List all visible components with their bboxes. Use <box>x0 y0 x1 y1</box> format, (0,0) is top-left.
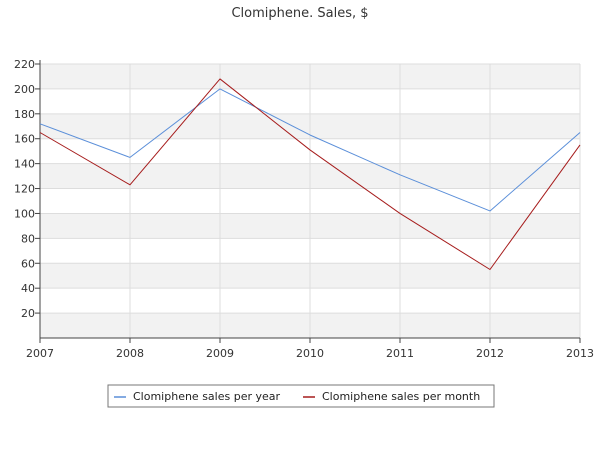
legend-box <box>107 384 495 408</box>
x-axis-ticks: 2007 2008 2009 2010 2011 2012 2013 <box>26 338 594 360</box>
x-tick-label: 2012 <box>476 347 504 360</box>
y-tick-label: 60 <box>21 257 35 270</box>
x-tick-label: 2013 <box>566 347 594 360</box>
y-tick-label: 200 <box>14 83 35 96</box>
x-tick-label: 2008 <box>116 347 144 360</box>
series-line-per-year <box>39 88 581 212</box>
y-tick-label: 220 <box>14 58 35 71</box>
x-tick-label: 2007 <box>26 347 54 360</box>
grid-lines <box>39 63 581 338</box>
series-lines <box>39 78 581 270</box>
x-tick-label: 2009 <box>206 347 234 360</box>
legend-label-per-year: Clomiphene sales per year <box>133 390 281 403</box>
x-tick-label: 2011 <box>386 347 414 360</box>
y-tick-label: 100 <box>14 207 35 220</box>
series-line-per-month <box>39 78 581 270</box>
y-tick-label: 20 <box>21 307 35 320</box>
legend: Clomiphene sales per year Clomiphene sal… <box>107 384 495 408</box>
y-tick-label: 140 <box>14 158 35 171</box>
y-tick-label: 40 <box>21 282 35 295</box>
legend-label-per-month: Clomiphene sales per month <box>322 390 480 403</box>
y-tick-label: 120 <box>14 183 35 196</box>
y-tick-label: 80 <box>21 232 35 245</box>
y-tick-label: 160 <box>14 133 35 146</box>
y-tick-label: 180 <box>14 108 35 121</box>
y-axis-ticks: 20 40 60 80 100 120 140 160 180 200 220 <box>14 58 40 320</box>
x-tick-label: 2010 <box>296 347 324 360</box>
chart-title: Clomiphene. Sales, $ <box>231 6 368 21</box>
